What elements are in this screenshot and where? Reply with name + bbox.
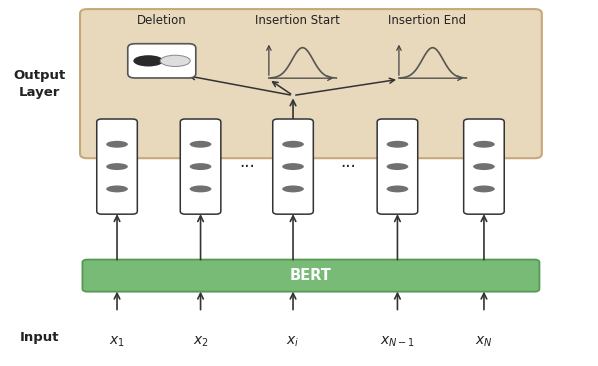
- Text: Insertion Start: Insertion Start: [255, 14, 340, 27]
- Text: ···: ···: [341, 158, 356, 176]
- FancyBboxPatch shape: [377, 119, 418, 214]
- Ellipse shape: [473, 186, 495, 193]
- Text: Input: Input: [20, 332, 59, 344]
- Ellipse shape: [190, 141, 212, 148]
- FancyBboxPatch shape: [83, 259, 539, 292]
- Text: Insertion End: Insertion End: [388, 14, 466, 27]
- Text: ···: ···: [239, 158, 255, 176]
- FancyBboxPatch shape: [463, 119, 504, 214]
- Ellipse shape: [160, 55, 190, 67]
- Ellipse shape: [473, 163, 495, 170]
- Ellipse shape: [473, 141, 495, 148]
- FancyBboxPatch shape: [180, 119, 221, 214]
- Ellipse shape: [386, 163, 408, 170]
- Text: Deletion: Deletion: [137, 14, 187, 27]
- FancyBboxPatch shape: [273, 119, 313, 214]
- Ellipse shape: [190, 186, 212, 193]
- Ellipse shape: [106, 141, 128, 148]
- Ellipse shape: [133, 55, 163, 67]
- Ellipse shape: [106, 186, 128, 193]
- Ellipse shape: [282, 141, 304, 148]
- FancyBboxPatch shape: [128, 44, 196, 78]
- Ellipse shape: [106, 163, 128, 170]
- Text: $x_1$: $x_1$: [109, 335, 125, 349]
- FancyBboxPatch shape: [80, 9, 542, 158]
- FancyBboxPatch shape: [97, 119, 138, 214]
- Text: BERT: BERT: [290, 268, 332, 283]
- Ellipse shape: [190, 163, 212, 170]
- Text: $x_2$: $x_2$: [193, 335, 209, 349]
- Text: $x_i$: $x_i$: [286, 335, 300, 349]
- Text: Output
Layer: Output Layer: [13, 69, 66, 99]
- Text: $x_{N-1}$: $x_{N-1}$: [380, 335, 415, 349]
- Ellipse shape: [282, 186, 304, 193]
- Ellipse shape: [282, 163, 304, 170]
- Ellipse shape: [386, 141, 408, 148]
- Text: $x_N$: $x_N$: [475, 335, 493, 349]
- Ellipse shape: [386, 186, 408, 193]
